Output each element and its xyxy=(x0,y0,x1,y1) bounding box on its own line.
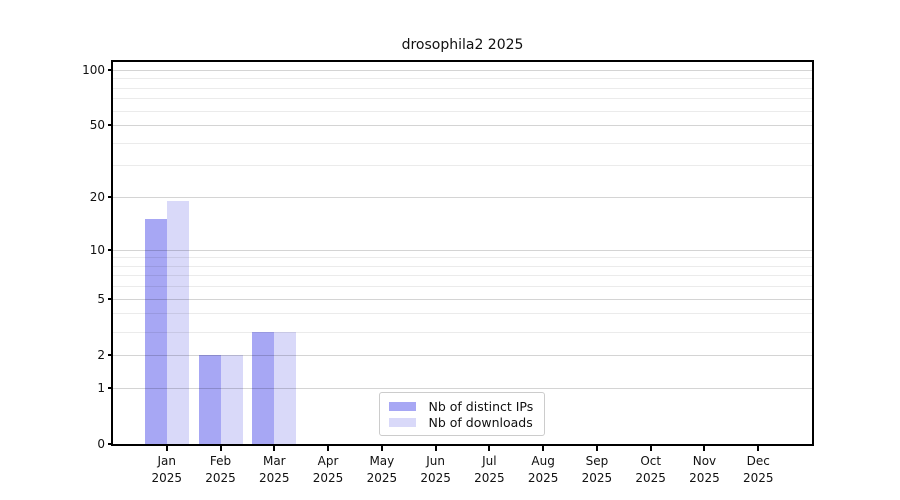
legend-label: Nb of downloads xyxy=(428,414,533,430)
x-tick-label: Aug 2025 xyxy=(511,453,575,486)
x-tick-label: Feb 2025 xyxy=(189,453,253,486)
bar-downloads-mar xyxy=(274,331,297,444)
legend-item-downloads: Nb of downloads xyxy=(388,414,535,430)
x-tick-mark xyxy=(219,446,222,451)
legend-item-distinct-ips: Nb of distinct IPs xyxy=(388,398,535,414)
major-gridline xyxy=(113,298,812,300)
x-tick-month: May xyxy=(369,454,395,468)
x-tick-year: 2025 xyxy=(689,470,720,485)
x-tick-month: Aug xyxy=(531,454,555,468)
y-tick-mark xyxy=(108,68,113,71)
x-tick-mark xyxy=(327,446,330,451)
x-tick-month: Mar xyxy=(262,454,286,468)
bar-distinct-ips-mar xyxy=(252,331,275,444)
legend-swatch xyxy=(388,417,416,427)
bar-downloads-feb xyxy=(220,354,243,444)
y-tick-mark xyxy=(108,353,113,356)
bar-distinct-ips-jan xyxy=(144,219,167,444)
minor-gridline xyxy=(113,110,812,112)
x-tick-month: Apr xyxy=(317,454,339,468)
x-tick-year: 2025 xyxy=(312,470,344,485)
minor-gridline xyxy=(113,313,812,315)
minor-gridline xyxy=(113,98,812,100)
x-tick-label: Oct 2025 xyxy=(619,453,683,486)
x-tick-year: 2025 xyxy=(259,470,290,485)
x-tick-label: Sep 2025 xyxy=(565,453,629,486)
minor-gridline xyxy=(113,165,812,167)
x-tick-year: 2025 xyxy=(635,470,666,485)
x-tick-mark xyxy=(434,446,437,451)
y-tick-mark xyxy=(108,196,113,199)
x-tick-label: Apr 2025 xyxy=(296,453,360,486)
x-tick-month: Jul xyxy=(482,454,497,468)
minor-gridline xyxy=(113,275,812,277)
x-tick-month: Oct xyxy=(640,454,662,468)
x-tick-mark xyxy=(165,446,168,451)
x-tick-mark xyxy=(703,446,706,451)
minor-gridline xyxy=(113,331,812,333)
plot-area xyxy=(113,62,812,444)
x-tick-mark xyxy=(542,446,545,451)
x-tick-mark xyxy=(649,446,652,451)
x-tick-month: Jan xyxy=(157,454,177,468)
x-tick-year: 2025 xyxy=(366,470,398,485)
legend: Nb of distinct IPs Nb of downloads xyxy=(378,392,545,436)
y-tick-mark xyxy=(108,386,113,389)
y-tick-label: 1 xyxy=(97,380,105,395)
x-tick-label: Jul 2025 xyxy=(457,453,521,486)
minor-gridline xyxy=(113,78,812,80)
minor-gridline xyxy=(113,142,812,144)
legend-swatch xyxy=(388,401,416,411)
x-tick-label: Mar 2025 xyxy=(242,453,306,486)
x-tick-year: 2025 xyxy=(151,470,183,485)
y-tick-mark xyxy=(108,124,113,127)
y-tick-label: 5 xyxy=(97,291,105,306)
y-tick-label: 2 xyxy=(97,347,105,362)
bar-distinct-ips-feb xyxy=(198,354,221,444)
major-gridline xyxy=(113,197,812,199)
chart-title: drosophila2 2025 xyxy=(401,37,524,53)
x-tick-label: May 2025 xyxy=(350,453,414,486)
minor-gridline xyxy=(113,87,812,89)
x-tick-year: 2025 xyxy=(420,470,451,485)
x-tick-mark xyxy=(595,446,598,451)
x-tick-month: Jun xyxy=(426,454,445,468)
y-tick-mark xyxy=(108,443,113,445)
legend-label: Nb of distinct IPs xyxy=(428,398,534,414)
major-gridline xyxy=(113,69,812,71)
y-tick-mark xyxy=(108,297,113,300)
y-tick-label: 10 xyxy=(89,242,105,257)
x-tick-month: Nov xyxy=(692,454,717,468)
x-tick-year: 2025 xyxy=(742,470,774,485)
minor-gridline xyxy=(113,265,812,267)
major-gridline xyxy=(113,125,812,127)
bar-downloads-jan xyxy=(166,201,189,444)
x-tick-month: Feb xyxy=(209,454,232,468)
x-tick-label: Nov 2025 xyxy=(672,453,736,486)
minor-gridline xyxy=(113,286,812,288)
major-gridline xyxy=(113,249,812,251)
x-tick-month: Sep xyxy=(585,454,609,468)
x-tick-mark xyxy=(273,446,276,451)
x-tick-label: Jan 2025 xyxy=(135,453,199,486)
x-tick-year: 2025 xyxy=(527,470,559,485)
y-tick-label: 0 xyxy=(97,437,105,451)
y-tick-mark xyxy=(108,248,113,251)
x-tick-mark xyxy=(757,446,760,451)
minor-gridline xyxy=(113,257,812,259)
x-tick-label: Dec 2025 xyxy=(726,453,790,486)
y-tick-label: 100 xyxy=(82,62,105,77)
x-tick-year: 2025 xyxy=(205,470,236,485)
y-tick-label: 20 xyxy=(89,190,105,205)
x-tick-month: Dec xyxy=(746,454,770,468)
x-tick-label: Jun 2025 xyxy=(404,453,468,486)
y-tick-label: 50 xyxy=(89,118,105,133)
x-tick-mark xyxy=(380,446,383,451)
x-tick-year: 2025 xyxy=(474,470,505,485)
x-tick-mark xyxy=(488,446,491,451)
x-tick-year: 2025 xyxy=(581,470,613,485)
